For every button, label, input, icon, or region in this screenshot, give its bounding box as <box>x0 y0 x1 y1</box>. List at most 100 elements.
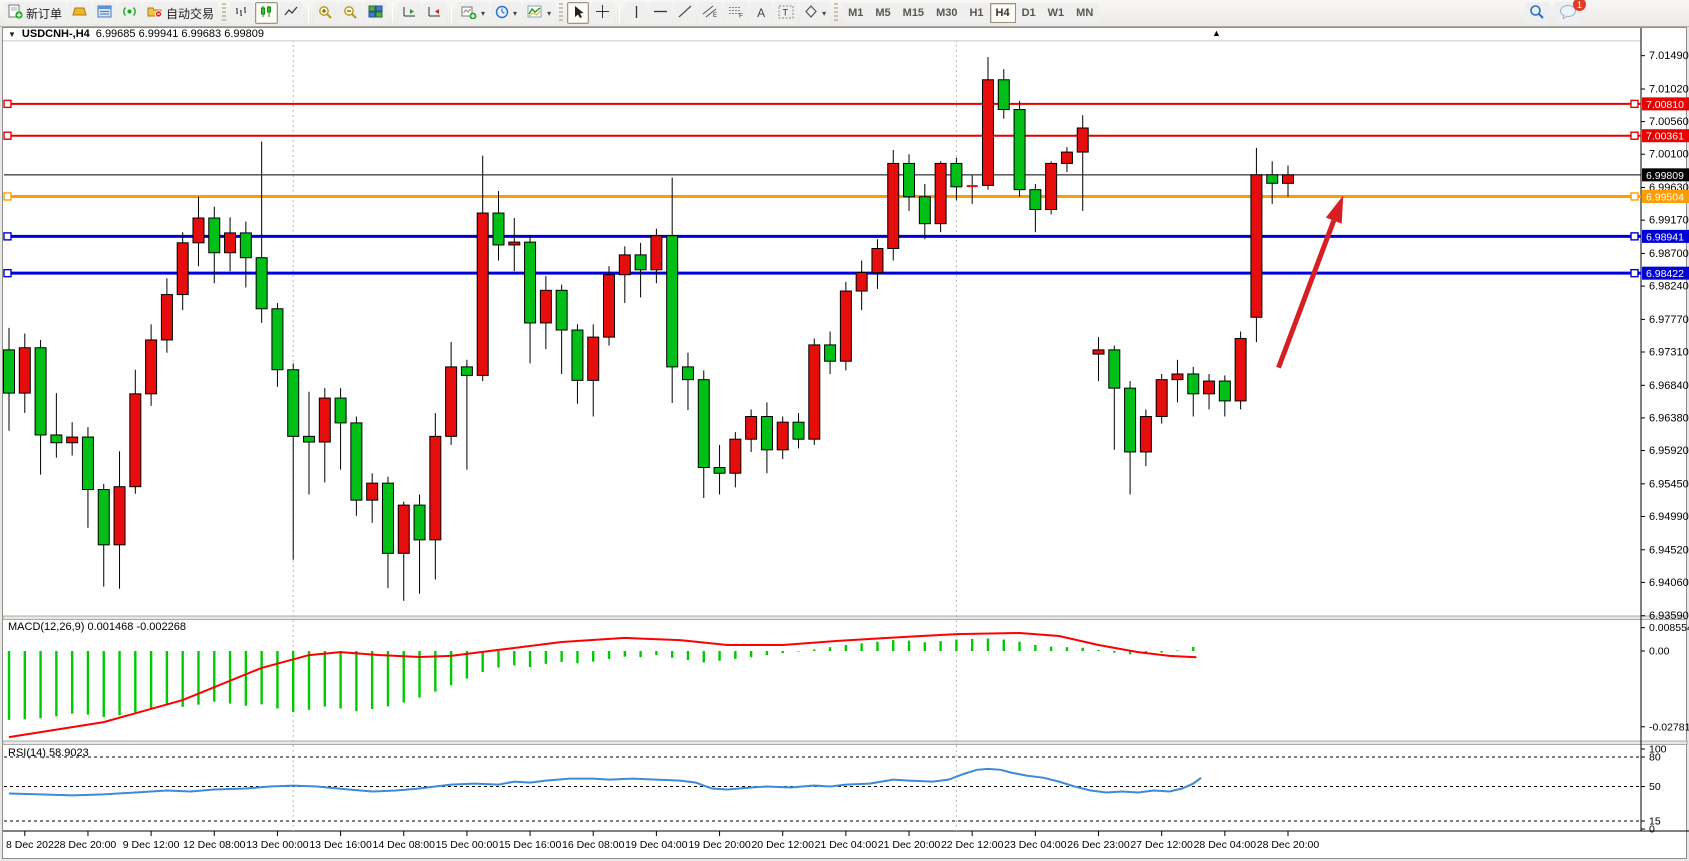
candle-body <box>918 196 931 225</box>
chart-shift-button[interactable] <box>423 2 447 24</box>
line-price-tag <box>1642 229 1689 243</box>
signals-button[interactable] <box>118 2 142 24</box>
timeframe-button-h4[interactable]: H4 <box>989 3 1016 23</box>
line-handle[interactable] <box>3 268 12 278</box>
line-chart-icon <box>284 5 299 21</box>
line-handle[interactable] <box>1630 99 1639 109</box>
vertical-line-icon <box>631 5 642 22</box>
candle <box>287 363 300 560</box>
horizontal-line-tool-button[interactable] <box>649 2 673 24</box>
time-tick-label: 20 Dec 12:00 <box>751 839 814 851</box>
candle <box>824 331 837 374</box>
text-icon: A <box>757 6 766 20</box>
crosshair-tool-button[interactable] <box>591 2 615 24</box>
candle <box>381 476 394 589</box>
channel-tool-button[interactable]: E <box>698 2 723 24</box>
candle <box>176 232 189 311</box>
fibonacci-tool-button[interactable]: F <box>724 2 749 24</box>
candle <box>81 427 94 528</box>
line-handle[interactable] <box>1630 192 1639 201</box>
candle <box>697 370 710 499</box>
line-handle[interactable] <box>3 131 12 140</box>
zoom-out-button[interactable] <box>339 2 363 24</box>
auto-trading-button[interactable]: 自动交易 <box>143 2 219 24</box>
candlestick-mode-button[interactable] <box>255 2 279 24</box>
zoom-in-button[interactable] <box>314 2 338 24</box>
price-tick-label: 6.94060 <box>1649 577 1689 589</box>
line-handle[interactable] <box>1630 268 1639 278</box>
candle-body <box>350 422 363 501</box>
time-tick-label: 8 Dec 2022 <box>6 839 60 851</box>
zoom-in-icon <box>318 5 333 22</box>
chart-dropdown-icon[interactable]: ▼ <box>8 29 16 39</box>
rsi-tick-label: 80 <box>1649 752 1661 764</box>
toolbar-grip <box>222 3 227 23</box>
timeframe-button-d1[interactable]: D1 <box>1015 3 1042 23</box>
candle-body <box>366 482 379 501</box>
bar-chart-icon <box>234 5 249 21</box>
candle <box>460 359 473 470</box>
period-button[interactable]: ▾ <box>491 2 522 24</box>
arrow-annotation-head[interactable] <box>1325 195 1344 224</box>
candle <box>1124 381 1137 495</box>
candle-body <box>1076 127 1089 153</box>
line-price-tag <box>1642 129 1689 143</box>
equidistant-channel-icon: E <box>702 5 718 21</box>
timeframe-button-w1[interactable]: W1 <box>1041 3 1071 23</box>
new-chart-icon <box>461 5 477 22</box>
line-handle[interactable] <box>3 232 12 241</box>
auto-scroll-icon <box>402 5 417 21</box>
timeframe-button-m1[interactable]: M1 <box>842 3 870 23</box>
candle-body <box>713 467 726 474</box>
rsi-line <box>8 767 1202 797</box>
search-button[interactable] <box>1525 2 1549 24</box>
text-label-tool-button[interactable]: T <box>774 2 799 24</box>
candle <box>508 218 521 272</box>
chart-window[interactable] <box>2 27 1687 859</box>
new-order-button[interactable]: 新订单 <box>4 2 67 24</box>
line-chart-mode-button[interactable] <box>280 2 304 24</box>
candle-body <box>3 349 15 394</box>
line-handle[interactable] <box>1630 232 1639 241</box>
quotes-button[interactable] <box>68 2 92 24</box>
line-handle[interactable] <box>3 99 12 109</box>
toolbar-separator <box>451 3 453 23</box>
notification-badge: 1 <box>1573 0 1586 11</box>
candle <box>129 369 142 494</box>
arrows-tool-button[interactable]: ▾ <box>800 2 831 24</box>
candle <box>981 57 994 190</box>
candle <box>776 416 789 460</box>
new-chart-button[interactable]: ▾ <box>457 2 490 24</box>
candle <box>855 260 868 311</box>
bar-chart-mode-button[interactable] <box>230 2 254 24</box>
time-tick-label: 19 Dec 20:00 <box>688 839 751 851</box>
timeframe-button-m5[interactable]: M5 <box>869 3 897 23</box>
candle-body <box>1171 373 1184 381</box>
candle <box>839 281 852 371</box>
indicators-button[interactable]: ▾ <box>523 2 556 24</box>
line-handle[interactable] <box>1630 131 1639 140</box>
auto-scroll-button[interactable] <box>398 2 422 24</box>
candle <box>918 183 931 240</box>
candle-body <box>18 347 31 394</box>
trendline-tool-button[interactable] <box>674 2 697 24</box>
candle-body <box>445 366 458 437</box>
tile-windows-button[interactable] <box>364 2 388 24</box>
timeframe-button-h1[interactable]: H1 <box>963 3 990 23</box>
timeframe-button-m15[interactable]: M15 <box>896 3 931 23</box>
cursor-tool-button[interactable] <box>567 2 590 24</box>
chart-shift-end-marker[interactable]: ▲ <box>1212 28 1221 38</box>
candle <box>1139 409 1152 467</box>
history-center-button[interactable] <box>93 2 117 24</box>
candle-body <box>571 329 584 381</box>
panel-separator-sep2 <box>2 740 1688 745</box>
notifications-button[interactable]: 1 <box>1555 0 1586 24</box>
text-tool-button[interactable]: A <box>750 2 773 24</box>
candle-body <box>1234 338 1247 402</box>
vertical-line-tool-button[interactable] <box>625 2 648 24</box>
arrow-annotation-shaft[interactable] <box>1276 219 1337 369</box>
timeframe-button-mn[interactable]: MN <box>1070 3 1100 23</box>
timeframe-button-m30[interactable]: M30 <box>930 3 964 23</box>
line-handle[interactable] <box>3 192 12 201</box>
